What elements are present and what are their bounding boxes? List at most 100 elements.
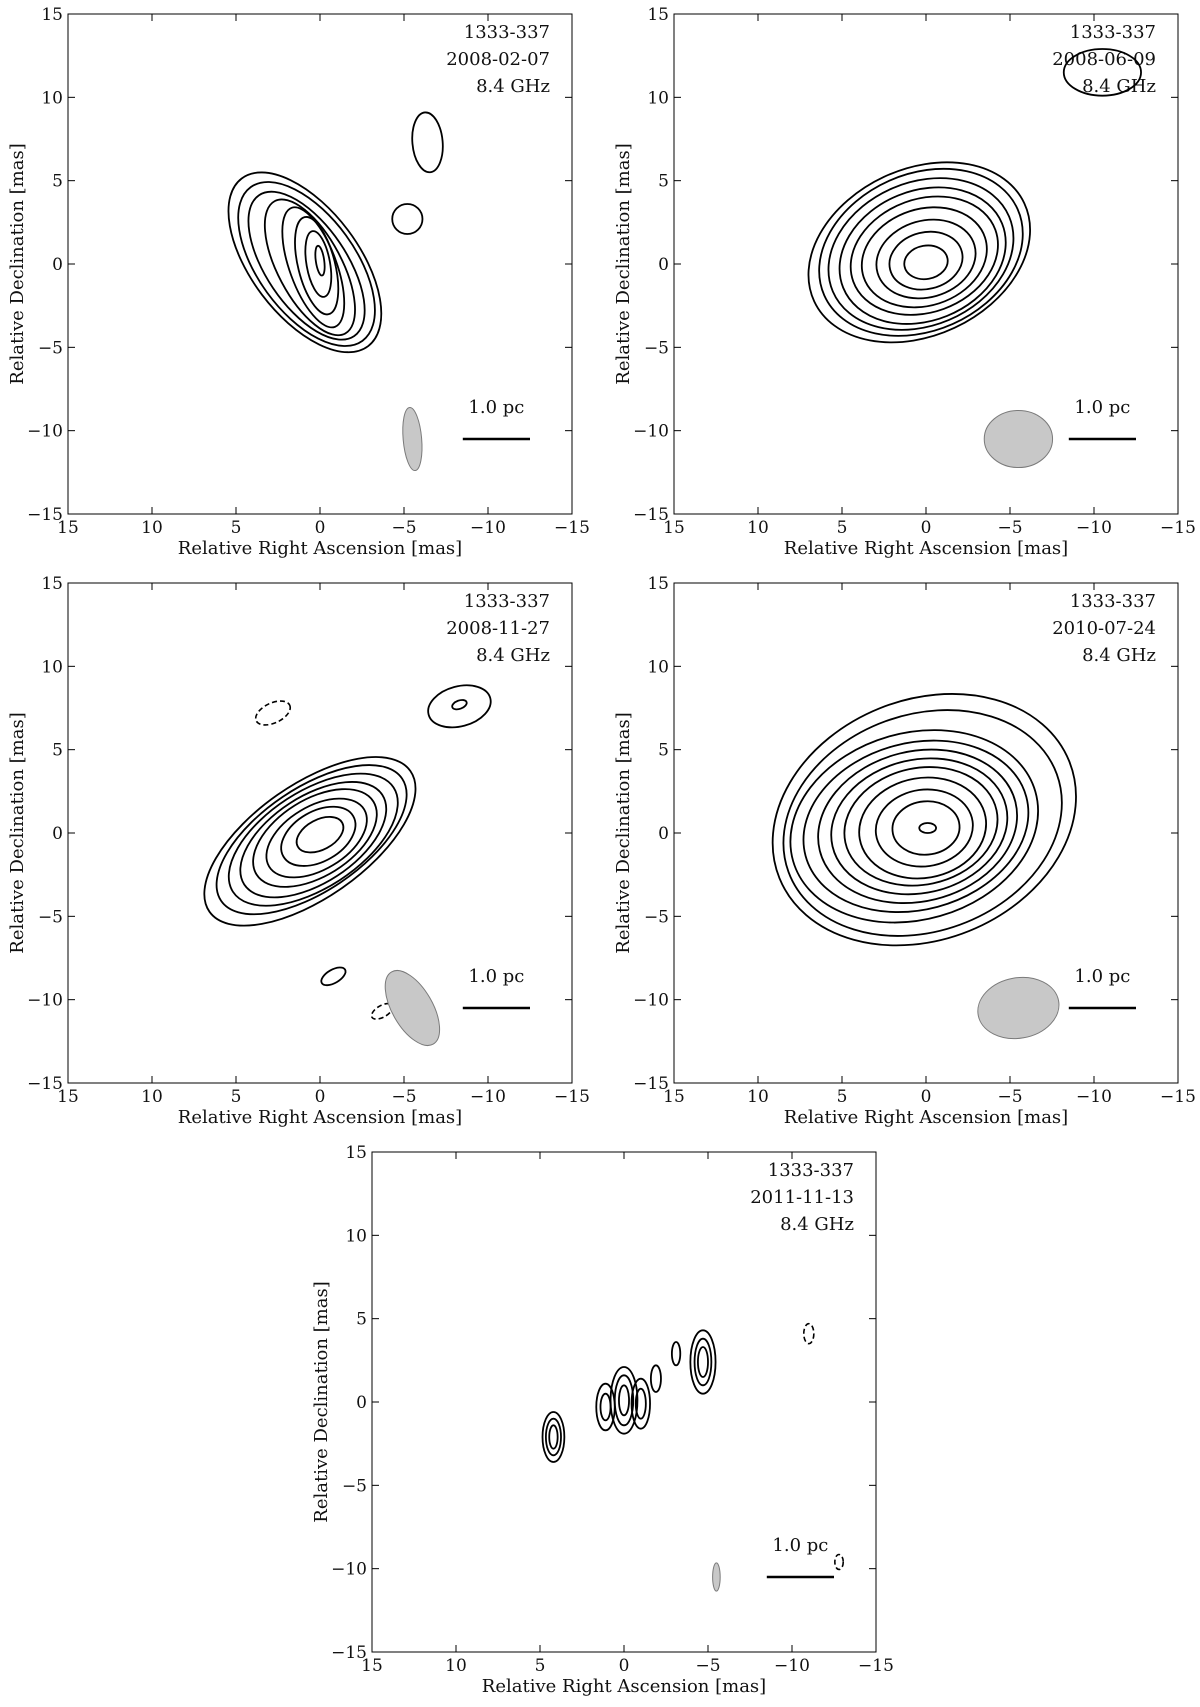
contour-level — [263, 198, 356, 337]
annotation-date: 2008-11-27 — [446, 618, 550, 639]
y-tick-label: −5 — [644, 338, 669, 358]
y-tick-label: 15 — [647, 574, 669, 594]
contour-level — [860, 206, 988, 309]
contour-level — [1062, 48, 1142, 97]
x-tick-label: −10 — [1076, 1087, 1112, 1107]
contour-level — [843, 766, 999, 887]
beam-ellipse — [402, 406, 423, 472]
panel-2008-02-07: 15 10 5 0 −5 −10 −15 −15 −10 −5 0 5 10 15 Relative Rig… — [7, 5, 590, 559]
x-tick-label: 15 — [361, 1656, 383, 1676]
y-tick-label: −5 — [38, 338, 63, 358]
scale-bar-label: 1.0 pc — [1074, 397, 1130, 418]
contour-level — [427, 684, 492, 729]
contour-level — [827, 177, 1015, 331]
contour-level — [541, 1411, 566, 1463]
contour-level — [237, 181, 376, 347]
y-tick-label: 0 — [52, 824, 63, 844]
x-tick-label: 5 — [231, 518, 242, 538]
contour-group — [541, 1322, 845, 1571]
y-tick-label: 0 — [658, 255, 669, 275]
y-tick-label: −10 — [27, 991, 63, 1011]
x-tick-label: −5 — [997, 518, 1022, 538]
scale-bar-label: 1.0 pc — [468, 397, 524, 418]
contour-group — [807, 48, 1142, 344]
contour-level — [918, 822, 937, 834]
x-tick-label: 15 — [57, 518, 79, 538]
scale-bar-label: 1.0 pc — [1074, 966, 1130, 987]
x-axis-label: Relative Right Ascension [mas] — [482, 1676, 766, 1697]
x-tick-label: −5 — [391, 518, 416, 538]
scale-bar-label: 1.0 pc — [772, 1535, 828, 1556]
y-tick-label: −5 — [38, 907, 63, 927]
contour-level — [294, 216, 340, 316]
panel-2008-06-09: 15 10 5 0 −5 −10 −15 −15 −10 −5 0 5 10 15 Relative Rig… — [613, 5, 1196, 559]
x-tick-label: 10 — [141, 1087, 163, 1107]
y-tick-label: −15 — [331, 1643, 367, 1663]
contour-level — [649, 1364, 662, 1393]
beam-ellipse — [977, 976, 1060, 1040]
contour-level — [782, 709, 1063, 937]
contour-level — [634, 1387, 647, 1420]
x-tick-label: 0 — [921, 518, 932, 538]
contour-level — [314, 244, 326, 277]
contour-level — [875, 218, 977, 300]
contour-level — [802, 739, 1030, 913]
x-tick-label: 5 — [837, 518, 848, 538]
y-tick-label: 5 — [52, 741, 63, 761]
x-tick-label: 15 — [57, 1087, 79, 1107]
y-tick-label: −10 — [633, 422, 669, 442]
y-tick-label: 10 — [345, 1226, 367, 1246]
x-tick-label: 10 — [445, 1656, 467, 1676]
annotation-date: 2011-11-13 — [750, 1187, 854, 1208]
scale-bar-label: 1.0 pc — [468, 966, 524, 987]
contour-level — [281, 206, 346, 329]
y-tick-label: −5 — [342, 1476, 367, 1496]
y-axis-label: Relative Declination [mas] — [7, 143, 28, 384]
y-axis-label: Relative Declination [mas] — [613, 712, 634, 953]
annotation-source: 1333-337 — [768, 1160, 854, 1181]
contour-level — [670, 1341, 682, 1367]
x-tick-label: 10 — [747, 518, 769, 538]
x-axis-label: Relative Right Ascension [mas] — [178, 1107, 462, 1128]
x-tick-label: −15 — [1160, 518, 1196, 538]
x-axis-label: Relative Right Ascension [mas] — [178, 538, 462, 559]
y-tick-label: 15 — [647, 5, 669, 25]
annotation-date: 2008-02-07 — [446, 49, 550, 70]
x-tick-label: −5 — [997, 1087, 1022, 1107]
y-tick-label: −10 — [331, 1560, 367, 1580]
x-tick-label: −10 — [470, 518, 506, 538]
contour-level — [838, 186, 1007, 325]
x-tick-label: −10 — [774, 1656, 810, 1676]
y-tick-label: 5 — [658, 172, 669, 192]
contour-level — [247, 190, 366, 341]
panel-2011-11-13: 15 10 5 0 −5 −10 −15 −15 −10 −5 0 5 10 15 Relative Rig… — [311, 1143, 894, 1697]
contour-level — [411, 111, 444, 174]
x-tick-label: 0 — [315, 1087, 326, 1107]
contour-level — [391, 203, 424, 235]
y-tick-label: −15 — [633, 1074, 669, 1094]
contour-level — [858, 776, 988, 880]
annotation-frequency: 8.4 GHz — [476, 76, 550, 97]
x-axis-label: Relative Right Ascension [mas] — [784, 1107, 1068, 1128]
y-tick-label: 15 — [41, 574, 63, 594]
beam-ellipse — [384, 970, 441, 1046]
contour-level — [849, 195, 999, 316]
x-tick-label: 0 — [315, 518, 326, 538]
x-tick-label: −15 — [1160, 1087, 1196, 1107]
x-tick-label: −5 — [391, 1087, 416, 1107]
contour-level — [451, 699, 468, 711]
annotation-date: 2010-07-24 — [1052, 618, 1156, 639]
y-tick-label: −10 — [27, 422, 63, 442]
y-axis-label: Relative Declination [mas] — [7, 712, 28, 953]
y-tick-label: 5 — [356, 1310, 367, 1330]
annotation-source: 1333-337 — [1070, 591, 1156, 612]
contour-level — [789, 729, 1039, 924]
contour-level — [295, 816, 345, 854]
x-tick-label: −15 — [554, 1087, 590, 1107]
contour-level — [830, 757, 1009, 896]
contour-level — [239, 781, 388, 899]
contour-level — [771, 693, 1077, 947]
x-tick-label: −10 — [470, 1087, 506, 1107]
contour-level — [903, 244, 949, 281]
